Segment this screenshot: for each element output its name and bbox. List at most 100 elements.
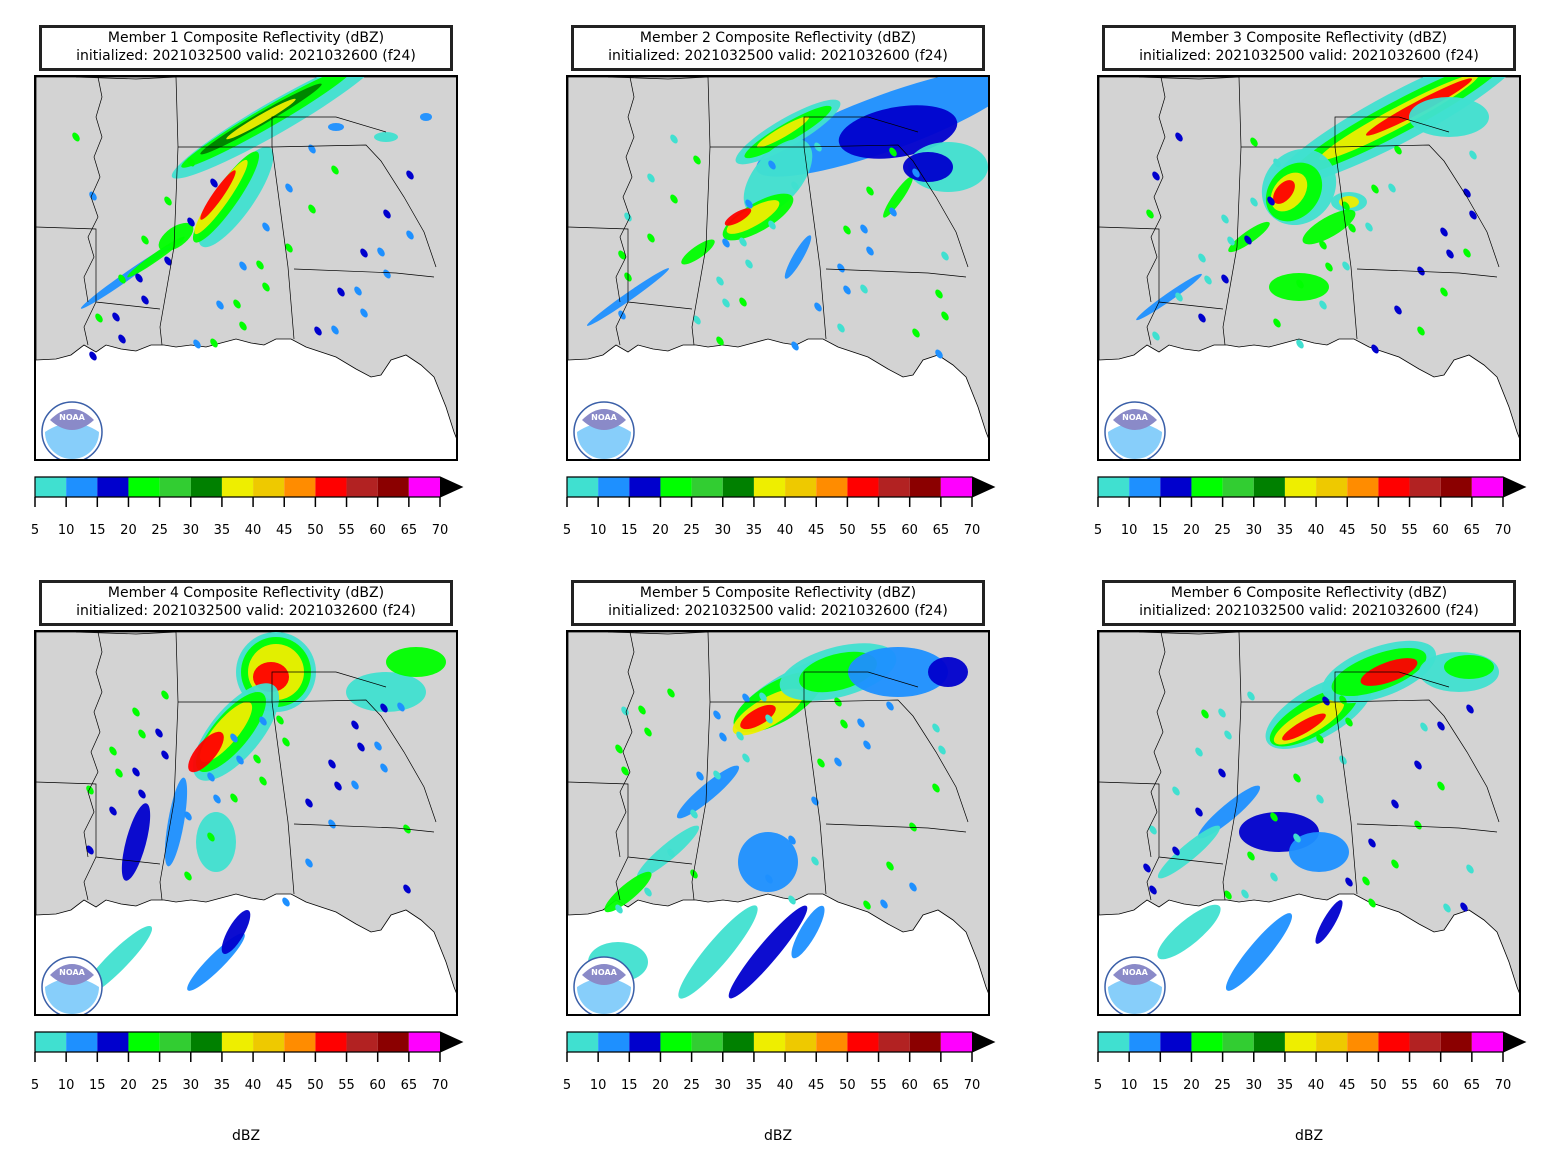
colorbar-tick-label: 5 xyxy=(30,1078,40,1093)
reflectivity-cell xyxy=(95,313,103,323)
reflectivity-cell xyxy=(193,339,201,349)
colorbar-segment xyxy=(1378,477,1410,497)
reflectivity-echo xyxy=(328,123,344,131)
reflectivity-cell xyxy=(155,728,163,738)
reflectivity-cell xyxy=(164,196,172,206)
colorbar-segment xyxy=(1253,477,1285,497)
colorbar-segment xyxy=(1316,477,1348,497)
panel-title-box: Member 4 Composite Reflectivity (dBZ) ini… xyxy=(39,580,453,626)
reflectivity-cell xyxy=(722,238,730,248)
member-panel: Member 2 Composite Reflectivity (dBZ) ini… xyxy=(563,25,1046,585)
member-panel: Member 4 Composite Reflectivity (dBZ) ini… xyxy=(30,580,514,1144)
reflectivity-cell xyxy=(834,757,842,767)
colorbar-segment xyxy=(35,1032,67,1052)
noaa-logo-text: NOAA xyxy=(591,968,617,977)
state-border xyxy=(1146,301,1160,346)
reflectivity-cell xyxy=(1371,184,1379,194)
colorbar-tick-label: 20 xyxy=(1183,523,1200,538)
colorbar-tick-label: 55 xyxy=(338,1078,355,1093)
reflectivity-cell xyxy=(745,259,753,269)
reflectivity-cell xyxy=(765,874,773,884)
colorbar-segment xyxy=(408,477,440,497)
reflectivity-cell xyxy=(360,308,368,318)
reflectivity-cell xyxy=(1149,885,1157,895)
colorbar-segment xyxy=(878,477,910,497)
reflectivity-cell xyxy=(1325,262,1333,272)
reflectivity-cell xyxy=(615,904,623,914)
reflectivity-cell xyxy=(210,338,218,348)
colorbar-segment xyxy=(1347,1032,1379,1052)
reflectivity-echo xyxy=(1157,825,1221,879)
reflectivity-cell xyxy=(618,250,626,260)
member-panel: Member 3 Composite Reflectivity (dBZ) ini… xyxy=(1094,25,1556,585)
reflectivity-cell xyxy=(1371,344,1379,354)
reflectivity-cell xyxy=(285,183,293,193)
state-border xyxy=(178,146,295,340)
reflectivity-cell xyxy=(213,794,221,804)
colorbar-segment xyxy=(816,477,848,497)
colorbar-tick-label: 60 xyxy=(369,523,386,538)
colorbar-tick-label: 25 xyxy=(683,1078,700,1093)
colorbar-segment xyxy=(97,1032,129,1052)
reflectivity-cell xyxy=(1446,249,1454,259)
reflectivity-cell xyxy=(886,861,894,871)
state-border xyxy=(825,823,967,833)
state-border xyxy=(615,301,629,346)
reflectivity-cell xyxy=(644,887,652,897)
reflectivity-echo xyxy=(386,647,446,677)
reflectivity-cell xyxy=(912,328,920,338)
panel-title: Member 5 Composite Reflectivity (dBZ) xyxy=(639,585,917,601)
reflectivity-cell xyxy=(230,733,238,743)
colorbar-segment xyxy=(722,477,754,497)
colorbar-tick-label: 15 xyxy=(89,1078,106,1093)
colorbar-tick-label: 60 xyxy=(1432,1078,1449,1093)
river-border xyxy=(1146,77,1166,303)
reflectivity-cell xyxy=(791,181,799,191)
state-border xyxy=(271,116,387,147)
panel-subtitle: initialized: 2021032500 valid: 202103260… xyxy=(608,603,948,619)
river-border xyxy=(615,77,635,303)
colorbar-segment xyxy=(909,477,941,497)
reflectivity-cell xyxy=(1362,876,1370,886)
reflectivity-cell xyxy=(1466,864,1474,874)
colorbar-tick-label: 65 xyxy=(400,1078,418,1093)
noaa-logo-icon: NOAA xyxy=(41,956,103,1014)
colorbar-segment xyxy=(159,1032,191,1052)
state-border xyxy=(710,146,827,340)
reflectivity-cell xyxy=(334,781,342,791)
reflectivity-cell xyxy=(187,157,195,167)
land-mass xyxy=(1099,77,1519,439)
reflectivity-cell xyxy=(1250,137,1258,147)
reflectivity-cell xyxy=(72,132,80,142)
reflectivity-cell xyxy=(1391,799,1399,809)
reflectivity-cell xyxy=(912,168,920,178)
reflectivity-cell xyxy=(667,688,675,698)
reflectivity-cell xyxy=(693,315,701,325)
colorbar-tick-label: 10 xyxy=(1120,1078,1138,1093)
colorbar-segment xyxy=(847,1032,879,1052)
reflectivity-cell xyxy=(1241,889,1249,899)
reflectivity-cell xyxy=(938,745,946,755)
state-border xyxy=(1099,226,1224,310)
river-border xyxy=(1146,632,1166,858)
reflectivity-echo xyxy=(1157,904,1221,960)
colorbar-segment xyxy=(128,1032,160,1052)
colorbar-segment xyxy=(598,477,630,497)
reflectivity-cell xyxy=(1195,807,1203,817)
colorbar-segment xyxy=(753,477,786,497)
colorbar-tick-label: 10 xyxy=(1120,523,1138,538)
reflectivity-echo xyxy=(164,777,188,867)
state-border xyxy=(803,144,969,268)
colorbar-tick-label: 15 xyxy=(621,523,638,538)
reflectivity-cell xyxy=(138,789,146,799)
reflectivity-cell xyxy=(1201,709,1209,719)
reflectivity-cell xyxy=(374,741,382,751)
noaa-logo-icon: NOAA xyxy=(573,401,635,459)
member-panel: Member 5 Composite Reflectivity (dBZ) ini… xyxy=(563,580,1046,1144)
colorbar-tick-label: 30 xyxy=(714,1078,732,1093)
colorbar-segment xyxy=(660,477,692,497)
colorbar-segment xyxy=(629,1032,661,1052)
reflectivity-cell xyxy=(259,716,267,726)
reflectivity-cell xyxy=(1394,305,1402,315)
reflectivity-echo xyxy=(1302,209,1356,245)
